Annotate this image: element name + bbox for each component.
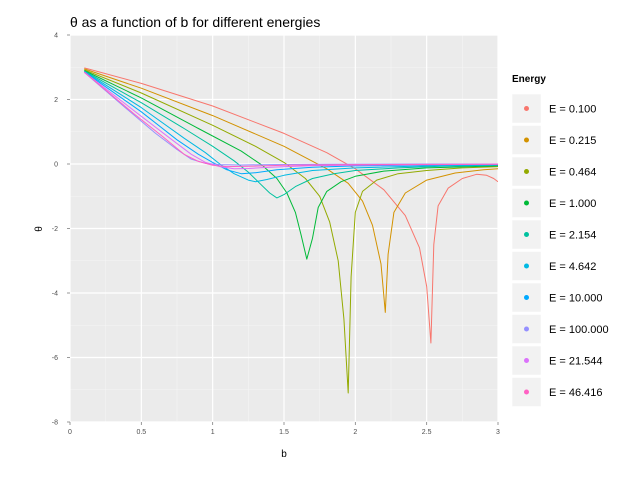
series-line-0: [84, 67, 498, 344]
series-line-1: [84, 68, 498, 313]
legend-swatch: [524, 295, 529, 300]
series-line-4: [84, 70, 498, 199]
x-tick-label: 1.5: [279, 429, 289, 436]
series-line-8: [83, 71, 498, 170]
x-tick-label: 1: [211, 429, 215, 436]
legend-title: Energy: [512, 74, 546, 85]
legend-swatch: [524, 326, 529, 332]
series-line-2: [84, 69, 498, 394]
legend-swatch: [524, 169, 529, 174]
legend-label: E = 21.544: [549, 356, 603, 368]
legend-swatch: [524, 389, 529, 395]
legend-swatch: [524, 232, 529, 237]
series-line-3: [84, 70, 498, 260]
series-lines: [83, 67, 498, 394]
x-tick-label: 0: [68, 429, 72, 436]
series-line-6: [84, 71, 498, 175]
y-tick-label: -2: [52, 226, 58, 233]
legend-label: E = 2.154: [549, 230, 596, 242]
legend-label: E = 0.215: [549, 135, 596, 147]
legend-swatch: [524, 200, 529, 206]
chart-title: θ as a function of b for different energ…: [70, 14, 320, 30]
legend-swatch: [524, 137, 529, 143]
y-tick-label: 0: [54, 162, 58, 169]
y-tick-label: 2: [54, 97, 58, 104]
legend-swatch: [524, 263, 529, 269]
legend-label: E = 4.642: [549, 261, 596, 273]
y-axis-title: θ: [34, 226, 45, 232]
x-tick-label: 2.5: [422, 429, 432, 436]
legend-label: E = 100.000: [549, 324, 609, 336]
legend-label: E = 46.416: [549, 387, 603, 399]
x-axis-title: b: [281, 449, 287, 460]
legend-swatch: [524, 106, 529, 111]
y-tick-label: -8: [52, 420, 58, 427]
x-tick-label: 3: [496, 429, 500, 436]
y-tick-label: -6: [52, 355, 58, 362]
y-tick-label: -4: [52, 291, 58, 298]
legend-swatch: [524, 358, 529, 363]
legend-label: E = 0.100: [549, 104, 596, 116]
legend-label: E = 1.000: [549, 198, 596, 210]
legend-label: E = 10.000: [549, 293, 603, 305]
series-line-9: [83, 71, 498, 168]
axes: 0 0.5 1 1.5 2 2.5 3 4 2 0 -2 -4 -6 -8: [52, 33, 500, 437]
x-tick-label: 0.5: [136, 429, 146, 436]
legend-label: E = 0.464: [549, 167, 596, 179]
y-tick-label: 4: [54, 33, 58, 40]
legend: Energy E = 0.100 E = 0.215 E = 0.464 E = 1.…: [511, 74, 609, 407]
series-line-5: [84, 70, 498, 183]
x-tick-label: 2: [353, 429, 357, 436]
